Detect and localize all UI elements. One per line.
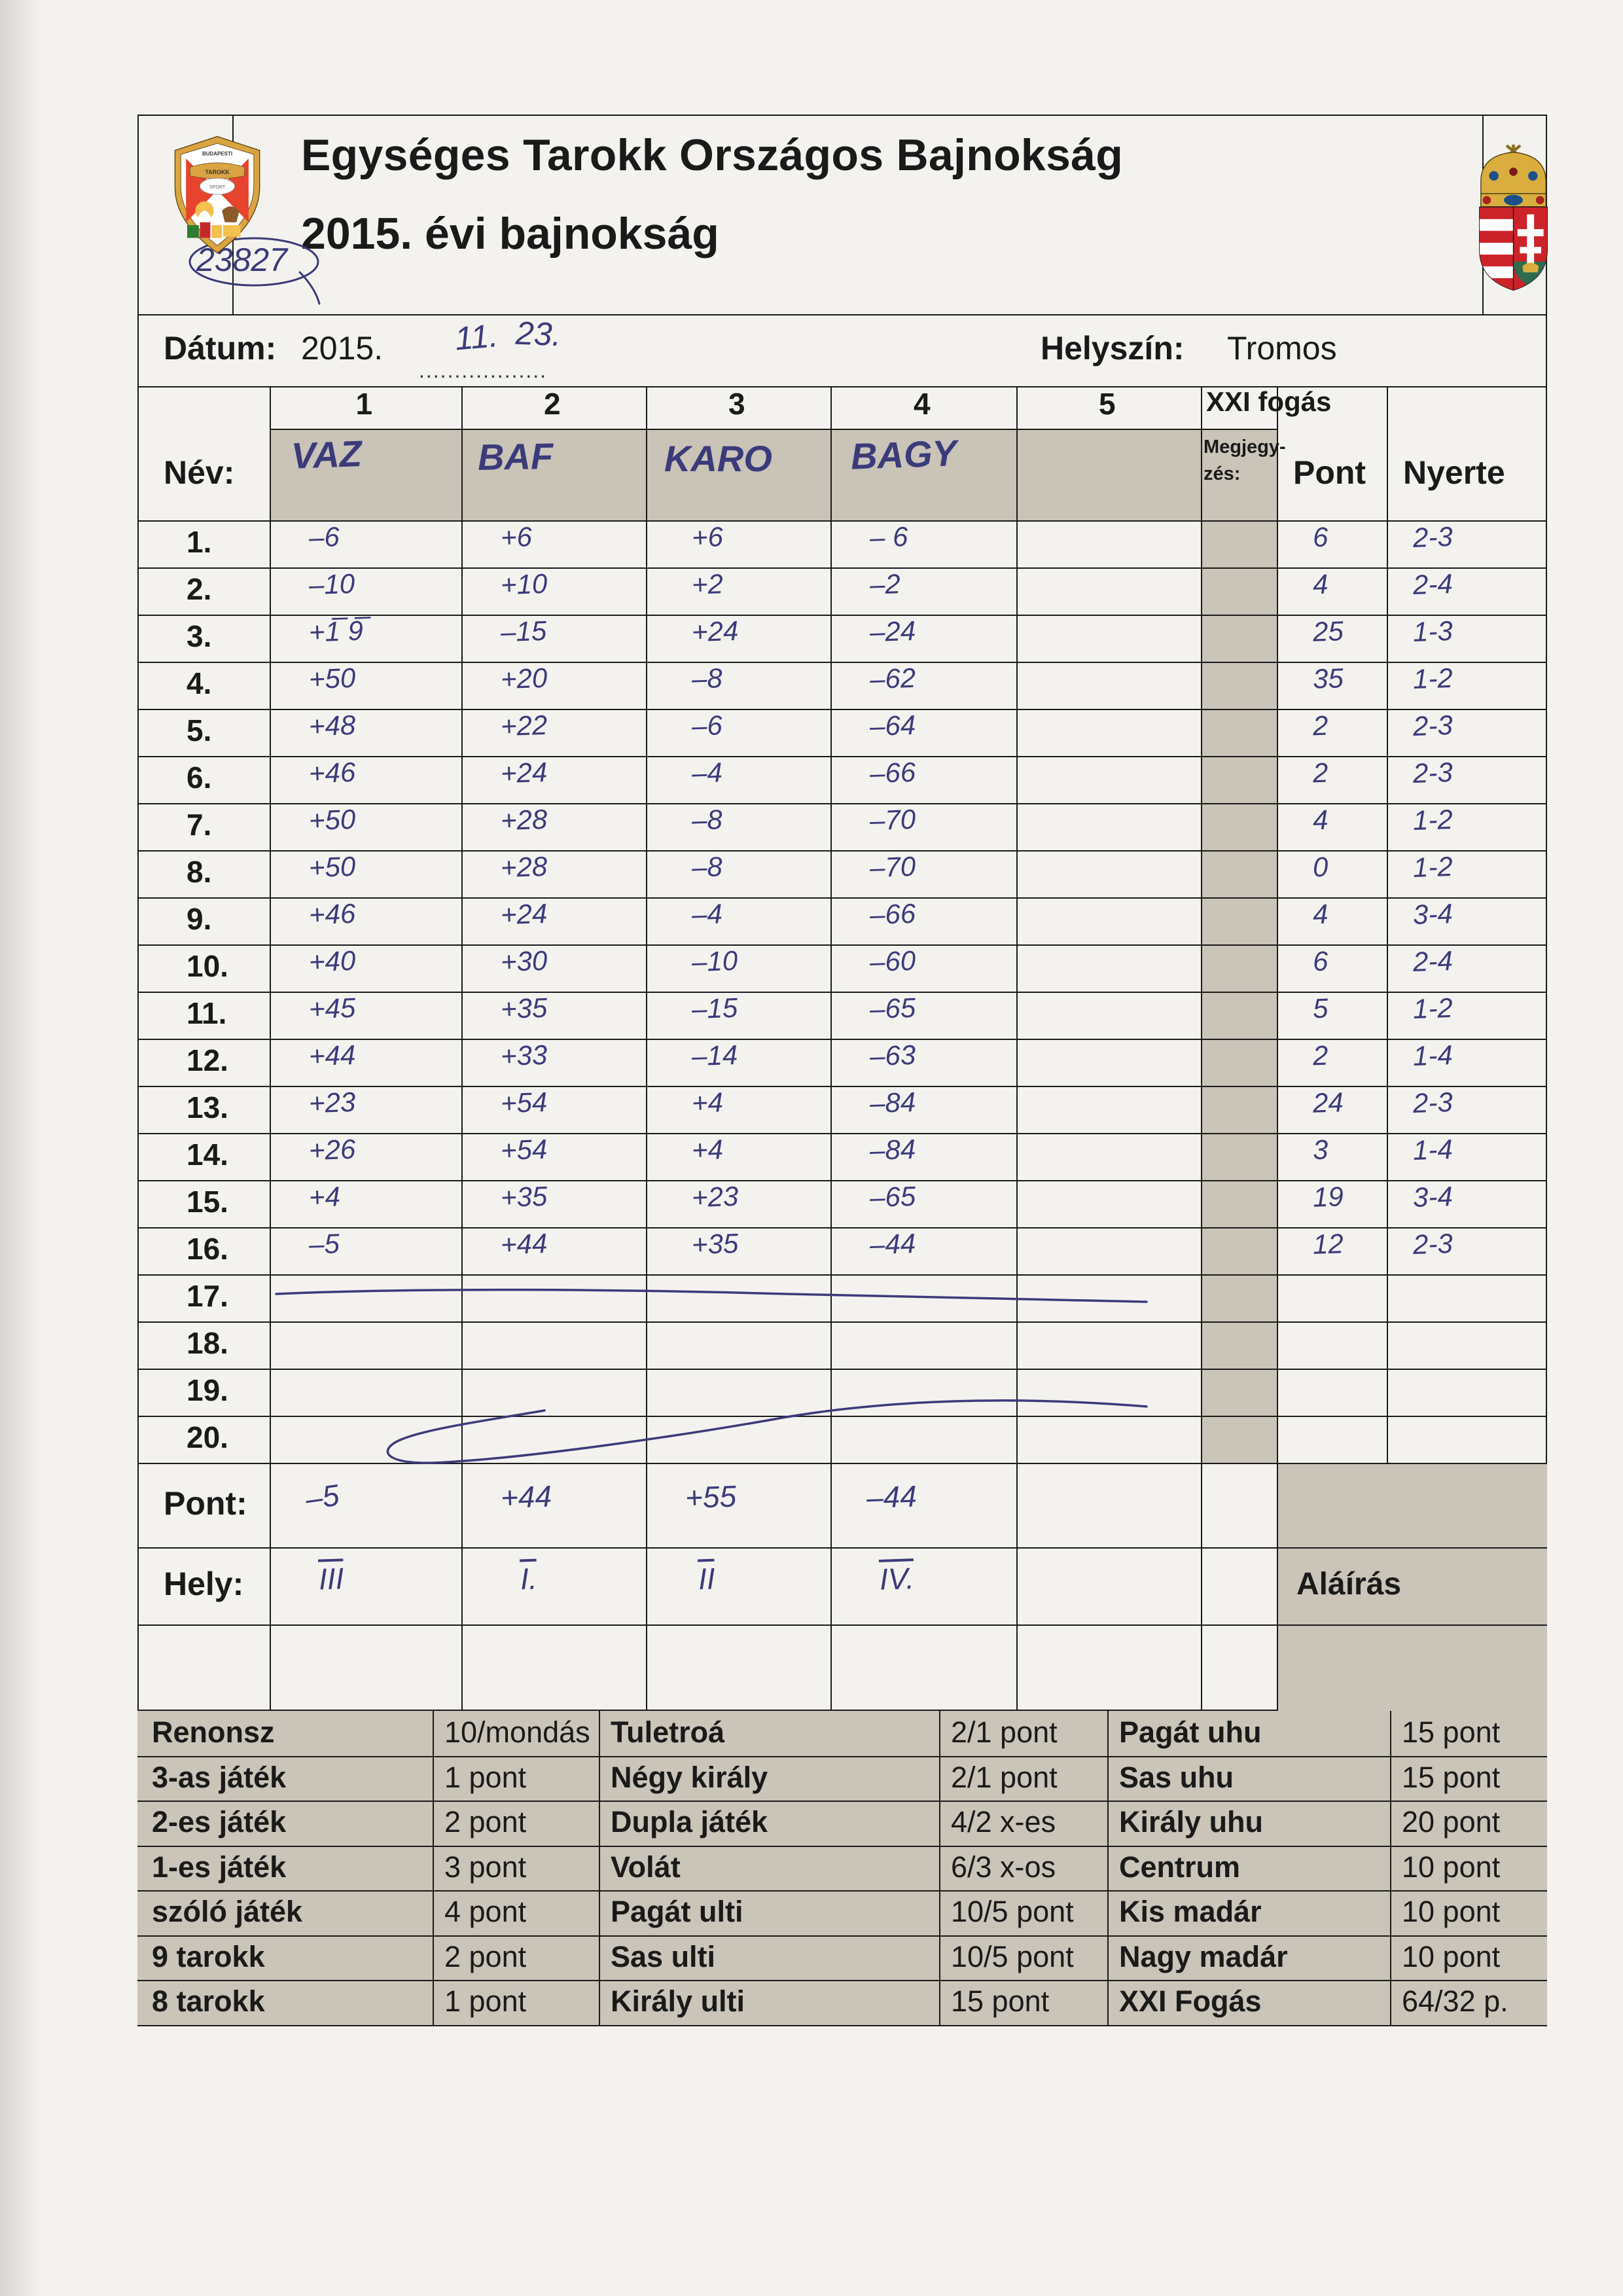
svg-text:SPORT: SPORT: [209, 185, 226, 190]
svg-text:BUDAPESTI: BUDAPESTI: [202, 151, 232, 157]
svg-text:TAROKK: TAROKK: [205, 169, 230, 175]
